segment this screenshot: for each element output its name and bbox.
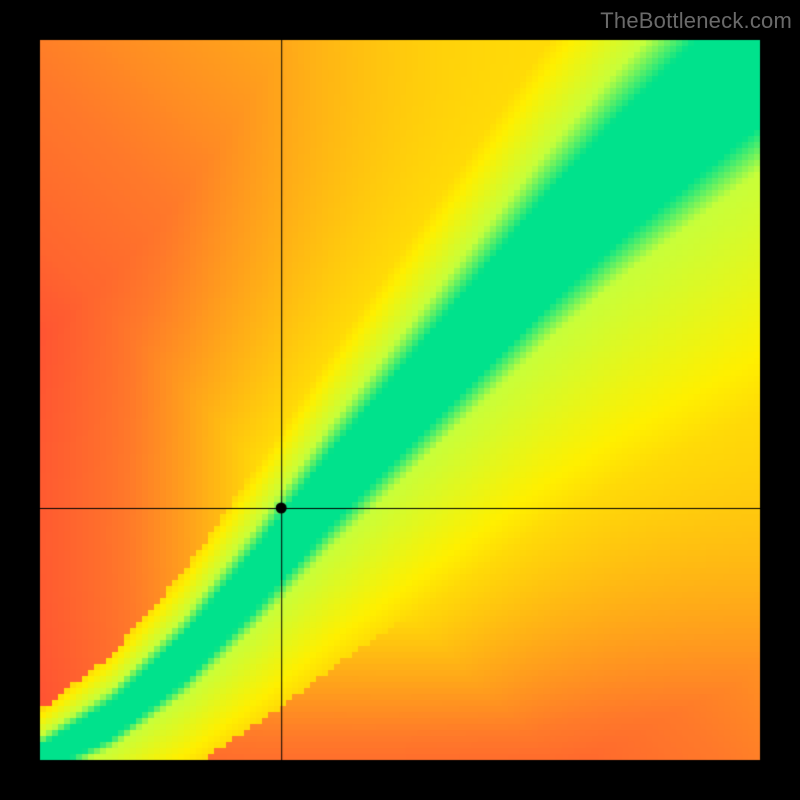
bottleneck-heatmap bbox=[0, 0, 800, 800]
watermark-text: TheBottleneck.com bbox=[600, 8, 792, 34]
